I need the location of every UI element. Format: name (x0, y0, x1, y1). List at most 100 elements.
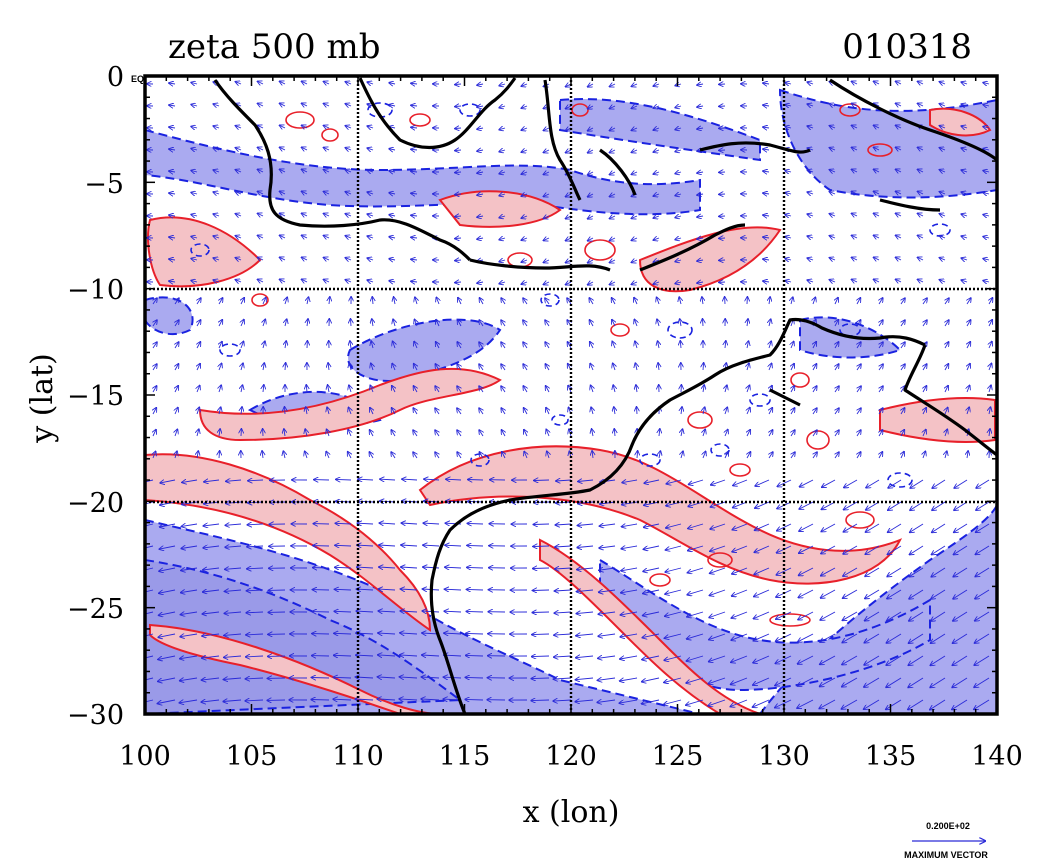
wind-vector (653, 128, 660, 130)
wind-vector (284, 429, 285, 437)
wind-vector (578, 524, 594, 526)
wind-vector (401, 589, 418, 590)
wind-vector (280, 279, 286, 282)
wind-vector (852, 191, 858, 194)
wind-vector (777, 479, 792, 486)
wind-vector (180, 634, 198, 637)
wind-vector (477, 194, 484, 195)
wind-vector (578, 480, 594, 482)
wind-vector (813, 364, 817, 371)
wind-vector (423, 545, 440, 546)
wind-vector (612, 342, 615, 349)
wind-vector (675, 282, 682, 284)
vector-legend: 0.200E+02 MAXIMUM VECTOR (904, 821, 988, 860)
wind-vector (747, 452, 751, 459)
axis-ticks (144, 75, 998, 715)
wind-vector (709, 655, 726, 662)
wind-vector (160, 524, 176, 527)
wind-vector (521, 282, 528, 284)
wind-vector (843, 589, 858, 598)
wind-vector (523, 342, 527, 349)
wind-vector (974, 699, 990, 709)
wind-vector (961, 192, 968, 194)
wind-vector (901, 364, 905, 371)
wind-vector (653, 260, 660, 262)
wind-vector (280, 257, 286, 260)
wind-vector (664, 699, 682, 705)
wind-vector (852, 81, 858, 84)
wind-vector (555, 546, 572, 547)
wind-vector (835, 386, 839, 393)
wind-vector (653, 172, 660, 174)
wind-vector (213, 214, 220, 216)
wind-vector (888, 545, 902, 554)
wind-vector (521, 238, 528, 240)
wind-vector (445, 589, 462, 590)
wind-vector (393, 319, 395, 327)
wind-vector (436, 298, 439, 305)
wind-vector (285, 319, 287, 327)
wind-vector (642, 677, 660, 682)
wind-vector (874, 169, 880, 172)
wind-vector (653, 84, 660, 86)
wind-vector (918, 103, 924, 106)
x-tick-label: 140 (971, 741, 1023, 772)
wind-vector (160, 480, 176, 483)
wind-vector (918, 147, 924, 150)
x-tick-label: 130 (758, 741, 810, 772)
wind-vector (258, 279, 264, 282)
wind-vector (389, 171, 396, 172)
wind-vector (945, 342, 949, 349)
wind-vector (391, 430, 395, 437)
coast-borneo (358, 77, 517, 150)
wind-vector (769, 408, 772, 415)
wind-vector (785, 105, 792, 106)
wind-vector (334, 611, 352, 612)
wind-vector (747, 430, 750, 437)
wind-vector (961, 170, 968, 172)
wind-vector (852, 279, 858, 282)
wind-vector (697, 106, 704, 107)
wind-vector (345, 214, 352, 216)
wind-vector (324, 82, 330, 85)
wind-vector (888, 479, 902, 488)
wind-vector (499, 128, 506, 130)
y-tick-labels: 0 −5 −10 −15 −20 −25 −30 (67, 62, 124, 731)
wind-vector (435, 364, 439, 371)
wind-vector (688, 567, 704, 573)
wind-vector (389, 83, 396, 84)
wind-vector (807, 170, 814, 172)
wind-vector (687, 589, 704, 595)
wind-vector (725, 452, 728, 459)
wind-vector (175, 342, 179, 349)
wind-vector (197, 386, 200, 393)
wind-vector (975, 567, 990, 577)
wind-vector (923, 451, 925, 459)
wind-vector (367, 214, 374, 216)
wind-vector (600, 502, 616, 504)
wind-vector (697, 282, 704, 283)
wind-vector (479, 342, 483, 349)
wind-vector (954, 479, 968, 488)
wind-vector (531, 700, 550, 701)
wind-vector (822, 501, 836, 509)
wind-vector (191, 193, 198, 195)
wind-vector (983, 281, 990, 282)
wind-vector (644, 479, 660, 483)
wind-vector (755, 523, 770, 530)
y-tick-label: −10 (67, 275, 124, 306)
wind-vector (763, 127, 770, 128)
wind-vector (598, 656, 616, 658)
wind-vector (843, 545, 858, 554)
wind-vector (524, 452, 527, 459)
wind-vector (197, 429, 199, 437)
wind-vector (191, 105, 198, 107)
wind-vector (372, 297, 373, 305)
wind-vector (798, 655, 814, 664)
wind-vector (879, 364, 883, 371)
wind-vector (480, 298, 484, 305)
wind-vector (918, 191, 924, 194)
wind-vector (392, 408, 395, 415)
wind-vector (335, 589, 352, 590)
wind-vector (367, 82, 374, 84)
